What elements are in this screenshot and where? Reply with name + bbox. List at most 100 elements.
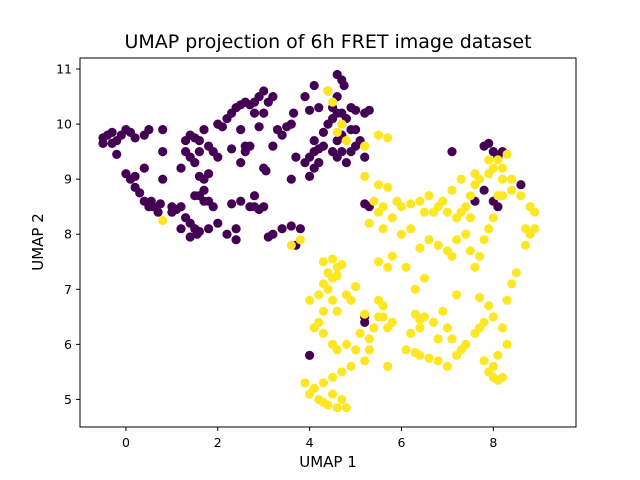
scatter-point [341, 136, 351, 146]
scatter-point [479, 356, 489, 366]
scatter-point [497, 323, 508, 333]
scatter-point [364, 334, 374, 344]
scatter-point [373, 207, 384, 217]
scatter-point [339, 80, 349, 91]
scatter-point [442, 361, 452, 371]
scatter-point [305, 389, 315, 399]
scatter-point [98, 138, 108, 148]
scatter-point [442, 323, 452, 333]
scatter-point [328, 295, 338, 305]
scatter-point [254, 122, 264, 132]
y-tick-label: 5 [64, 392, 72, 407]
scatter-point [328, 97, 338, 107]
scatter-point [323, 400, 333, 410]
scatter-point [249, 108, 260, 118]
scatter-point [199, 196, 209, 206]
scatter-point [346, 147, 356, 157]
scatter-point [493, 350, 503, 360]
scatter-point [139, 130, 149, 140]
scatter-point [433, 240, 443, 250]
scatter-point [452, 235, 462, 245]
scatter-point [194, 226, 204, 237]
scatter-point [277, 130, 287, 140]
scatter-point [364, 105, 374, 115]
scatter-point [277, 224, 287, 234]
scatter-point [318, 328, 328, 338]
scatter-point [268, 92, 278, 102]
scatter-point [158, 215, 168, 226]
scatter-point [199, 125, 209, 135]
scatter-point [424, 235, 434, 245]
y-tick-label: 11 [56, 62, 72, 77]
x-tick-label: 6 [398, 435, 406, 450]
scatter-point [314, 103, 324, 113]
scatter-point [240, 147, 250, 157]
x-tick-label: 0 [122, 435, 130, 450]
scatter-point [236, 158, 246, 168]
scatter-point [259, 86, 269, 96]
scatter-point [213, 152, 223, 162]
scatter-point [318, 378, 328, 388]
scatter-point [479, 317, 489, 327]
scatter-point [406, 199, 416, 209]
scatter-point [332, 403, 342, 413]
scatter-point [291, 152, 301, 162]
scatter-point [227, 144, 237, 154]
scatter-point [328, 147, 338, 157]
scatter-point [305, 171, 315, 181]
scatter-point [286, 119, 296, 129]
scatter-point [373, 257, 384, 267]
scatter-point [378, 301, 388, 311]
scatter-point [511, 268, 521, 278]
scatter-point [419, 273, 429, 283]
scatter-point [502, 149, 512, 159]
scatter-point [360, 141, 370, 151]
scatter-point [396, 202, 407, 212]
scatter-point [415, 243, 425, 253]
scatter-point [351, 105, 361, 115]
scatter-point [387, 251, 397, 261]
scatter-point [318, 127, 328, 137]
scatter-point [268, 141, 278, 151]
scatter-point [222, 229, 232, 239]
scatter-point [461, 339, 471, 349]
scatter-point [139, 163, 149, 173]
scatter-point [190, 191, 200, 201]
scatter-point [461, 229, 471, 239]
scatter-point [502, 295, 512, 305]
scatter-point [406, 224, 416, 234]
y-tick-label: 7 [64, 282, 72, 297]
scatter-point [373, 130, 384, 140]
scatter-point [360, 356, 370, 366]
scatter-point [507, 185, 517, 195]
scatter-point [305, 105, 315, 115]
scatter-point [484, 138, 494, 148]
scatter-point [415, 315, 425, 325]
scatter-point [360, 171, 370, 181]
scatter-point [493, 191, 503, 201]
scatter-point [530, 207, 540, 217]
scatter-point [213, 218, 223, 228]
scatter-point [475, 293, 485, 303]
scatter-point [194, 147, 204, 157]
scatter-point [259, 108, 269, 118]
scatter-point [461, 202, 471, 212]
scatter-point [447, 251, 457, 261]
scatter-point [351, 282, 361, 292]
scatter-point [378, 224, 388, 234]
scatter-point [387, 213, 397, 223]
scatter-point [309, 163, 319, 173]
chart-title: UMAP projection of 6h FRET image dataset [124, 31, 531, 53]
scatter-point [493, 155, 503, 165]
x-axis: 0 2 4 6 8 [122, 427, 497, 450]
scatter-point [383, 182, 393, 192]
scatter-point [383, 133, 393, 143]
scatter-point [332, 270, 342, 281]
scatter-point [337, 367, 347, 377]
scatter-point [493, 202, 503, 212]
scatter-point [181, 213, 191, 223]
scatter-point [208, 202, 218, 212]
x-tick-label: 4 [306, 435, 314, 450]
scatter-point [406, 328, 416, 338]
